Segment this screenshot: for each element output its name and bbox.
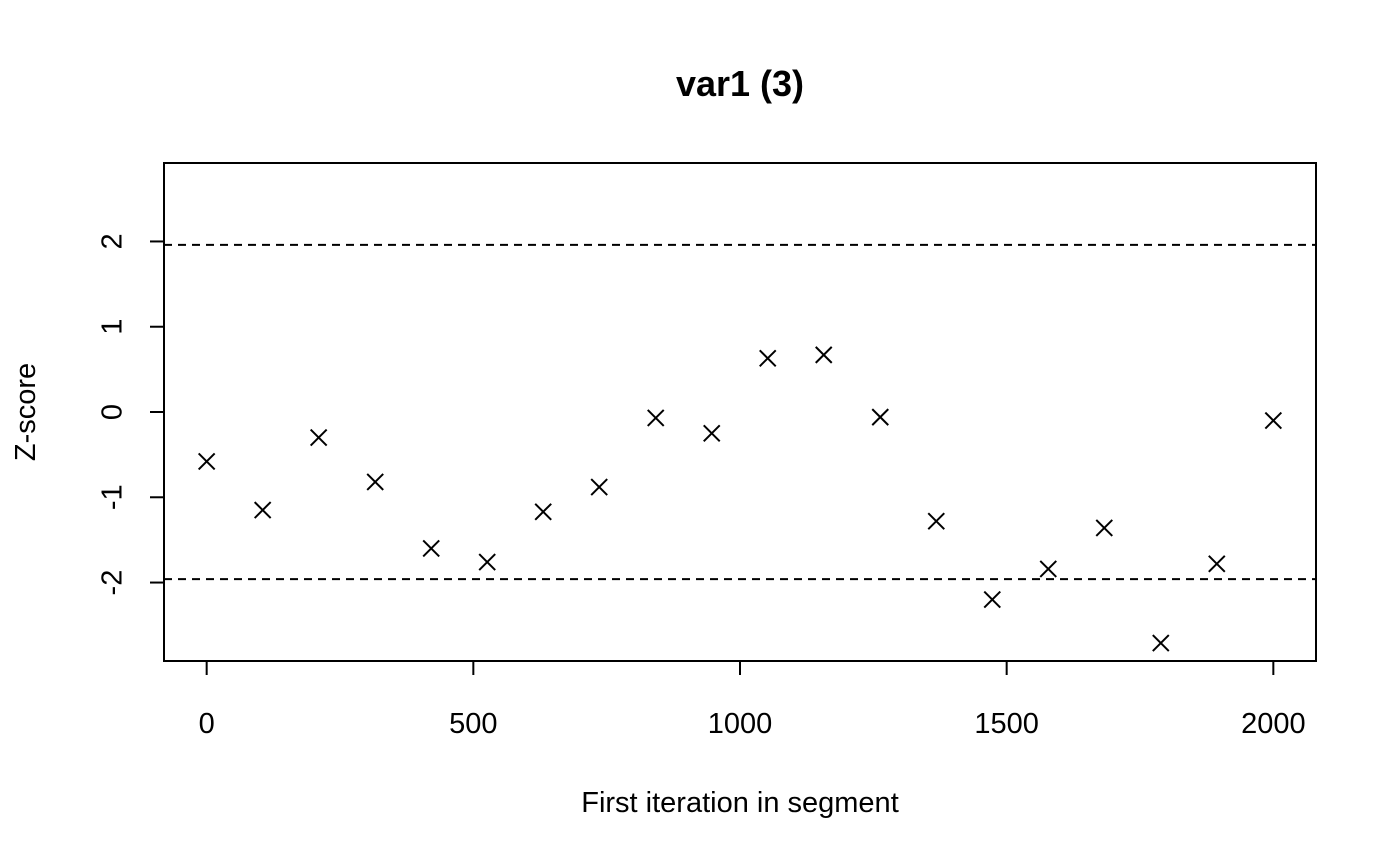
- data-point: [1095, 519, 1113, 537]
- data-point: [478, 553, 496, 571]
- data-point: [309, 428, 328, 447]
- data-point: [1152, 634, 1170, 652]
- data-point: [759, 349, 777, 367]
- plot-frame: [163, 162, 1317, 662]
- data-point: [422, 539, 440, 558]
- reference-lines: [164, 243, 1316, 581]
- data-point: [871, 408, 889, 426]
- data-point: [366, 473, 384, 491]
- data-point: [927, 512, 945, 530]
- x-axis-label: First iteration in segment: [581, 787, 899, 819]
- y-tick-label: 0: [97, 404, 129, 420]
- chart-title: var1 (3): [676, 63, 804, 104]
- data-point: [647, 409, 665, 427]
- y-axis: -2 -1 0 1 2: [97, 233, 164, 595]
- data-point: [1264, 411, 1283, 430]
- x-axis: 0 500 1000 1500 2000: [199, 660, 1306, 740]
- y-tick-label: 2: [97, 233, 129, 249]
- x-tick-label: 0: [199, 708, 215, 740]
- x-tick-label: 2000: [1241, 708, 1306, 740]
- y-tick-label: 1: [97, 319, 129, 335]
- x-tick-label: 1000: [708, 708, 773, 740]
- scatter-points: [197, 346, 1283, 652]
- y-axis-label: Z-score: [10, 363, 42, 461]
- data-point: [1039, 560, 1057, 578]
- y-tick-label: -1: [97, 484, 129, 510]
- data-point: [534, 503, 552, 521]
- data-point: [1208, 555, 1226, 573]
- data-point: [983, 590, 1001, 609]
- x-tick-label: 500: [449, 708, 497, 740]
- x-tick-label: 1500: [974, 708, 1039, 740]
- data-point: [703, 424, 721, 443]
- data-point: [815, 346, 833, 364]
- y-tick-label: -2: [97, 570, 129, 596]
- data-point: [197, 452, 216, 471]
- data-point: [590, 478, 608, 496]
- data-point: [253, 501, 272, 519]
